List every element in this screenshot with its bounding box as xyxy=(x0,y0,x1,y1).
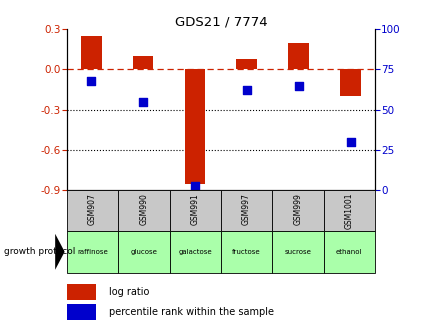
Point xyxy=(346,139,353,144)
Point xyxy=(243,88,250,93)
Text: GSM1001: GSM1001 xyxy=(344,193,353,230)
Text: GSM990: GSM990 xyxy=(139,193,148,225)
Bar xyxy=(118,231,169,273)
Bar xyxy=(169,231,221,273)
Text: GSM907: GSM907 xyxy=(88,193,97,225)
Bar xyxy=(221,190,272,231)
Bar xyxy=(236,59,257,70)
Text: raffinose: raffinose xyxy=(77,249,108,255)
Bar xyxy=(339,70,360,96)
Bar xyxy=(67,190,118,231)
Text: fructose: fructose xyxy=(232,249,260,255)
Polygon shape xyxy=(55,234,64,270)
Title: GDS21 / 7774: GDS21 / 7774 xyxy=(174,15,267,28)
Bar xyxy=(118,190,169,231)
Point xyxy=(191,184,198,189)
Bar xyxy=(272,231,323,273)
Text: GSM999: GSM999 xyxy=(293,193,302,225)
Bar xyxy=(132,56,153,70)
Bar xyxy=(81,36,101,70)
Text: log ratio: log ratio xyxy=(108,287,149,297)
Text: sucrose: sucrose xyxy=(284,249,310,255)
Bar xyxy=(323,231,374,273)
Point xyxy=(139,99,146,104)
Text: ethanol: ethanol xyxy=(335,249,362,255)
Bar xyxy=(169,190,221,231)
Bar xyxy=(288,43,308,70)
Point xyxy=(295,83,301,88)
Text: galactose: galactose xyxy=(178,249,212,255)
Text: percentile rank within the sample: percentile rank within the sample xyxy=(108,307,273,317)
Bar xyxy=(67,304,95,320)
Point xyxy=(88,78,95,83)
Bar xyxy=(67,231,118,273)
Text: growth protocol: growth protocol xyxy=(4,247,76,256)
Text: GSM997: GSM997 xyxy=(242,193,251,225)
Text: glucose: glucose xyxy=(130,249,157,255)
Text: GSM991: GSM991 xyxy=(190,193,199,225)
Bar xyxy=(323,190,374,231)
Bar xyxy=(184,70,205,184)
Bar xyxy=(221,231,272,273)
Bar xyxy=(67,284,95,300)
Bar xyxy=(272,190,323,231)
